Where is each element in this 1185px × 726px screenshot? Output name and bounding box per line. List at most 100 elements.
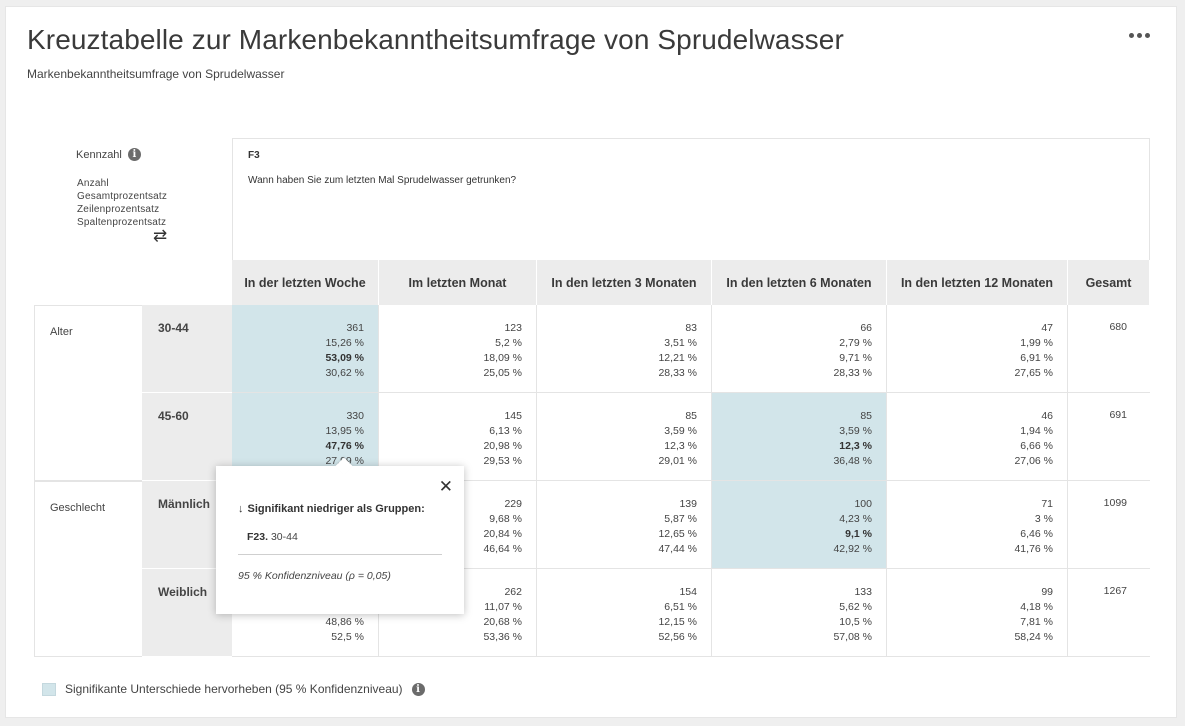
cell-value: 28,33 % — [658, 367, 697, 379]
cell-value: 3 % — [1034, 513, 1053, 525]
cell-value: 4,23 % — [839, 513, 872, 525]
popup-divider — [238, 554, 442, 555]
cell-value: 53,36 % — [483, 631, 522, 643]
cell-value: 25,05 % — [483, 367, 522, 379]
total-cell[interactable]: 691 — [1068, 393, 1150, 481]
table-cell[interactable]: 123 5,2 % 18,09 % 25,05 % — [379, 305, 537, 393]
popup-group-id: F23. — [247, 531, 269, 543]
table-cell[interactable]: 133 5,62 % 10,5 % 57,08 % — [712, 569, 887, 657]
significance-popup: ✕ ↓ Signifikant niedriger als Gruppen: F… — [216, 457, 464, 614]
table-cell[interactable]: 66 2,79 % 9,71 % 28,33 % — [712, 305, 887, 393]
table-cell[interactable]: 85 3,59 % 12,3 % 29,01 % — [537, 393, 712, 481]
more-dot — [1144, 32, 1150, 38]
cell-value: 57,08 % — [833, 631, 872, 643]
cell-value: 42,92 % — [833, 543, 872, 555]
widget-card: Kreuztabelle zur Markenbekanntheitsumfra… — [5, 6, 1177, 718]
column-header[interactable]: In den letzten 3 Monaten — [537, 260, 712, 305]
cell-value: 46,64 % — [483, 543, 522, 555]
table-cell[interactable]: 46 1,94 % 6,66 % 27,06 % — [887, 393, 1068, 481]
cell-value: 52,5 % — [331, 631, 364, 643]
info-icon[interactable]: i — [127, 148, 141, 161]
significance-legend[interactable]: Signifikante Unterschiede hervorheben (9… — [42, 682, 425, 696]
cell-value: 9,68 % — [489, 513, 522, 525]
popup-heading: ↓ Signifikant niedriger als Gruppen: — [238, 503, 425, 515]
table-cell[interactable]: 71 3 % 6,46 % 41,76 % — [887, 481, 1068, 569]
total-cell[interactable]: 1099 — [1068, 481, 1150, 569]
table-cell[interactable]: 154 6,51 % 12,15 % 52,56 % — [537, 569, 712, 657]
cell-value: 262 — [504, 586, 522, 598]
cell-value: 71 — [1041, 498, 1053, 510]
cell-value: 27,06 % — [1014, 455, 1053, 467]
metric-label-text: Kennzahl — [76, 148, 122, 161]
cell-value: 83 — [685, 322, 697, 334]
cell-value: 18,09 % — [483, 352, 522, 364]
table-cell[interactable]: 83 3,51 % 12,21 % 28,33 % — [537, 305, 712, 393]
cell-value: 47 — [1041, 322, 1053, 334]
cell-value: 58,24 % — [1014, 631, 1053, 643]
column-header[interactable]: In den letzten 6 Monaten — [712, 260, 887, 305]
cell-value: 6,51 % — [664, 601, 697, 613]
cell-value: 1,99 % — [1020, 337, 1053, 349]
column-header[interactable]: In der letzten Woche — [232, 260, 379, 305]
column-header[interactable]: In den letzten 12 Monaten — [887, 260, 1068, 305]
cell-value: 9,1 % — [845, 528, 872, 540]
cell-value: 47,76 % — [325, 440, 364, 452]
cell-value: 4,18 % — [1020, 601, 1053, 613]
question-id: F3 — [248, 150, 260, 161]
table-cell[interactable]: 47 1,99 % 6,91 % 27,65 % — [887, 305, 1068, 393]
arrow-down-icon: ↓ — [238, 503, 244, 515]
popup-group-label: 30-44 — [270, 531, 298, 543]
cell-value: 28,33 % — [833, 367, 872, 379]
cell-value: 52,56 % — [658, 631, 697, 643]
cell-value: 2,79 % — [839, 337, 872, 349]
cell-value: 229 — [504, 498, 522, 510]
cell-value: 41,76 % — [1014, 543, 1053, 555]
cell-value: 12,3 % — [664, 440, 697, 452]
close-icon[interactable]: ✕ — [438, 477, 453, 496]
cell-value: 3,59 % — [839, 425, 872, 437]
metric-item[interactable]: Spaltenprozentsatz — [77, 217, 167, 228]
column-header[interactable]: Im letzten Monat — [379, 260, 537, 305]
highlight-checkbox[interactable] — [42, 682, 56, 696]
cell-value: 53,09 % — [325, 352, 364, 364]
column-header[interactable]: Gesamt — [1068, 260, 1150, 305]
cell-value: 99 — [1041, 586, 1053, 598]
page-title: Kreuztabelle zur Markenbekanntheitsumfra… — [27, 24, 844, 55]
popup-confidence: 95 % Konfidenzniveau (ρ = 0,05) — [238, 570, 391, 582]
metric-item[interactable]: Gesamtprozentsatz — [77, 191, 168, 202]
cell-value: 30,62 % — [325, 367, 364, 379]
metric-label: Kennzahl i — [76, 148, 141, 161]
table-cell[interactable]: 262 11,07 % 20,68 % 53,36 % — [379, 569, 537, 657]
metric-item[interactable]: Zeilenprozentsatz — [77, 204, 160, 215]
cell-value: 361 — [346, 322, 364, 334]
cell-value: 29,01 % — [658, 455, 697, 467]
table-cell[interactable]: 85 3,59 % 12,3 % 36,48 % — [712, 393, 887, 481]
cell-value: 11,07 % — [484, 601, 522, 613]
table-cell[interactable]: 361 15,26 % 53,09 % 30,62 % — [232, 305, 379, 393]
cell-value: 5,2 % — [495, 337, 522, 349]
page-subtitle: Markenbekanntheitsumfrage von Sprudelwas… — [27, 67, 285, 81]
metric-item[interactable]: Anzahl — [77, 178, 109, 189]
cell-value: 330 — [346, 410, 364, 422]
total-cell[interactable]: 1267 — [1068, 569, 1150, 657]
more-options-button[interactable] — [1124, 28, 1154, 42]
info-icon[interactable]: i — [411, 682, 425, 696]
total-cell[interactable]: 680 — [1068, 305, 1150, 393]
cell-value: 123 — [504, 322, 522, 334]
cell-value: 133 — [854, 586, 872, 598]
cell-value: 13,95 % — [325, 425, 364, 437]
cell-value: 36,48 % — [833, 455, 872, 467]
question-text: Wann haben Sie zum letzten Mal Sprudelwa… — [248, 175, 517, 186]
popup-heading-text: Signifikant niedriger als Gruppen: — [247, 503, 425, 515]
cell-value: 10,5 % — [839, 616, 872, 628]
cell-value: 85 — [860, 410, 872, 422]
swap-arrows-icon[interactable]: ⇄ — [153, 226, 168, 245]
table-cell[interactable]: 139 5,87 % 12,65 % 47,44 % — [537, 481, 712, 569]
table-cell[interactable]: 99 4,18 % 7,81 % 58,24 % — [887, 569, 1068, 657]
cell-value: 29,53 % — [483, 455, 522, 467]
table-cell[interactable]: 100 4,23 % 9,1 % 42,92 % — [712, 481, 887, 569]
cell-value: 48,86 % — [325, 616, 364, 628]
cell-value: 154 — [679, 586, 697, 598]
row-header[interactable]: 30-44 — [142, 305, 232, 393]
cell-value: 12,65 % — [658, 528, 697, 540]
